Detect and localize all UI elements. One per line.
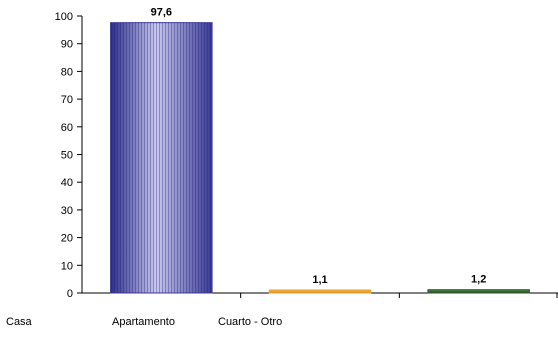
y-tick-label: 50 xyxy=(61,150,73,162)
y-tick-label: 0 xyxy=(67,288,73,300)
y-tick-label: 60 xyxy=(61,122,73,134)
data-label: 1,2 xyxy=(471,274,486,286)
y-tick-label: 70 xyxy=(61,94,73,106)
y-tick-label: 20 xyxy=(61,233,73,245)
category-label: Casa xyxy=(6,316,33,328)
bar-apartamento xyxy=(268,289,372,294)
bar-cuarto-otro xyxy=(427,289,530,294)
y-tick-label: 100 xyxy=(55,11,73,23)
data-label: 1,1 xyxy=(312,274,327,286)
category-label: Cuarto - Otro xyxy=(218,316,282,328)
data-labels: 97,6 1,1 1,2 xyxy=(151,7,487,286)
y-tick-label: 90 xyxy=(61,39,73,51)
y-axis: 0 10 20 30 40 50 60 70 80 90 100 xyxy=(55,11,83,300)
category-label: Apartamento xyxy=(112,316,175,328)
y-tick-label: 30 xyxy=(61,205,73,217)
data-label: 97,6 xyxy=(151,7,172,19)
y-tick-label: 80 xyxy=(61,66,73,78)
bar-stripes xyxy=(110,22,213,293)
category-labels: Casa Apartamento Cuarto - Otro xyxy=(6,316,282,328)
x-axis xyxy=(82,292,558,298)
y-tick-label: 40 xyxy=(61,177,73,189)
bars xyxy=(110,22,530,294)
y-tick-label: 10 xyxy=(61,260,73,272)
